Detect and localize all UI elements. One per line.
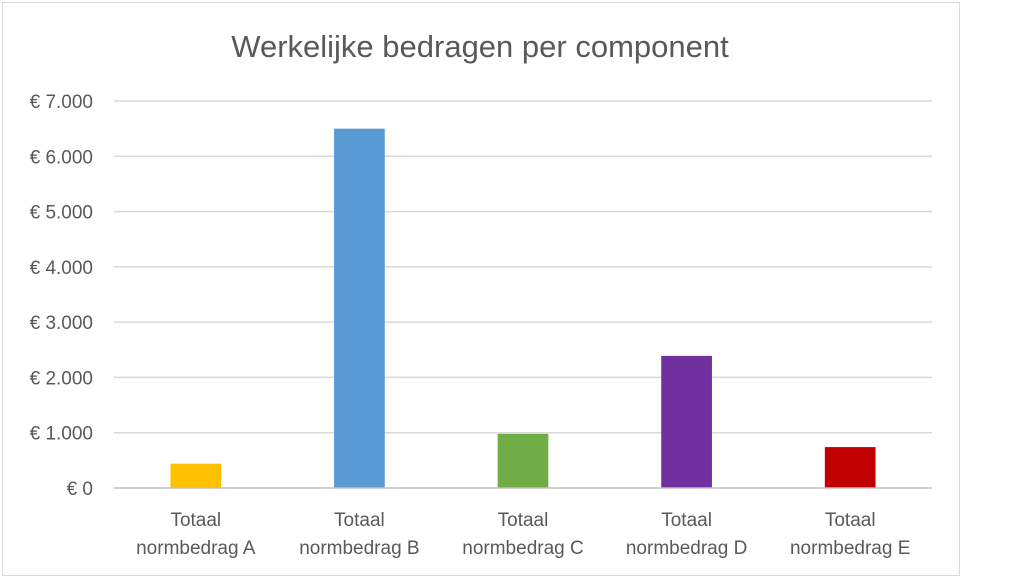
bar-a	[170, 463, 222, 488]
x-category-label-line1: Totaal	[170, 510, 221, 531]
y-tick-label: € 6.000	[30, 147, 93, 168]
x-category-label-line2: normbedrag B	[299, 538, 419, 559]
bars	[170, 128, 876, 488]
x-category-label-line2: normbedrag C	[462, 538, 583, 559]
x-category-label-line2: normbedrag A	[136, 538, 256, 559]
gridlines	[114, 100, 932, 434]
y-tick-label: € 1.000	[30, 424, 93, 445]
bar-d	[661, 355, 712, 488]
y-tick-label: € 5.000	[30, 203, 93, 224]
x-category-label-line2: normbedrag E	[790, 538, 910, 559]
x-category-label-line1: Totaal	[498, 510, 549, 531]
x-category-label-line1: Totaal	[334, 510, 385, 531]
bar-b	[334, 128, 385, 488]
x-category-label-line1: Totaal	[825, 510, 876, 531]
bar-c	[497, 433, 549, 488]
y-tick-label: € 0	[67, 479, 93, 500]
x-axis-category-labels: Totaal normbedrag A Totaal normbedrag B Tota…	[136, 510, 910, 559]
y-axis-tick-labels: € 0 € 1.000 € 2.000 € 3.000 € 4.000 € 5.000 € …	[30, 92, 93, 500]
chart-frame	[2, 2, 960, 576]
y-tick-label: € 7.000	[30, 92, 93, 113]
chart-title: Werkelijke bedragen per component	[231, 29, 729, 64]
y-tick-label: € 3.000	[30, 313, 93, 334]
bar-e	[824, 447, 876, 488]
y-tick-label: € 4.000	[30, 258, 93, 279]
y-tick-label: € 2.000	[30, 368, 93, 389]
x-category-label-line2: normbedrag D	[626, 538, 747, 559]
x-category-label-line1: Totaal	[661, 510, 712, 531]
